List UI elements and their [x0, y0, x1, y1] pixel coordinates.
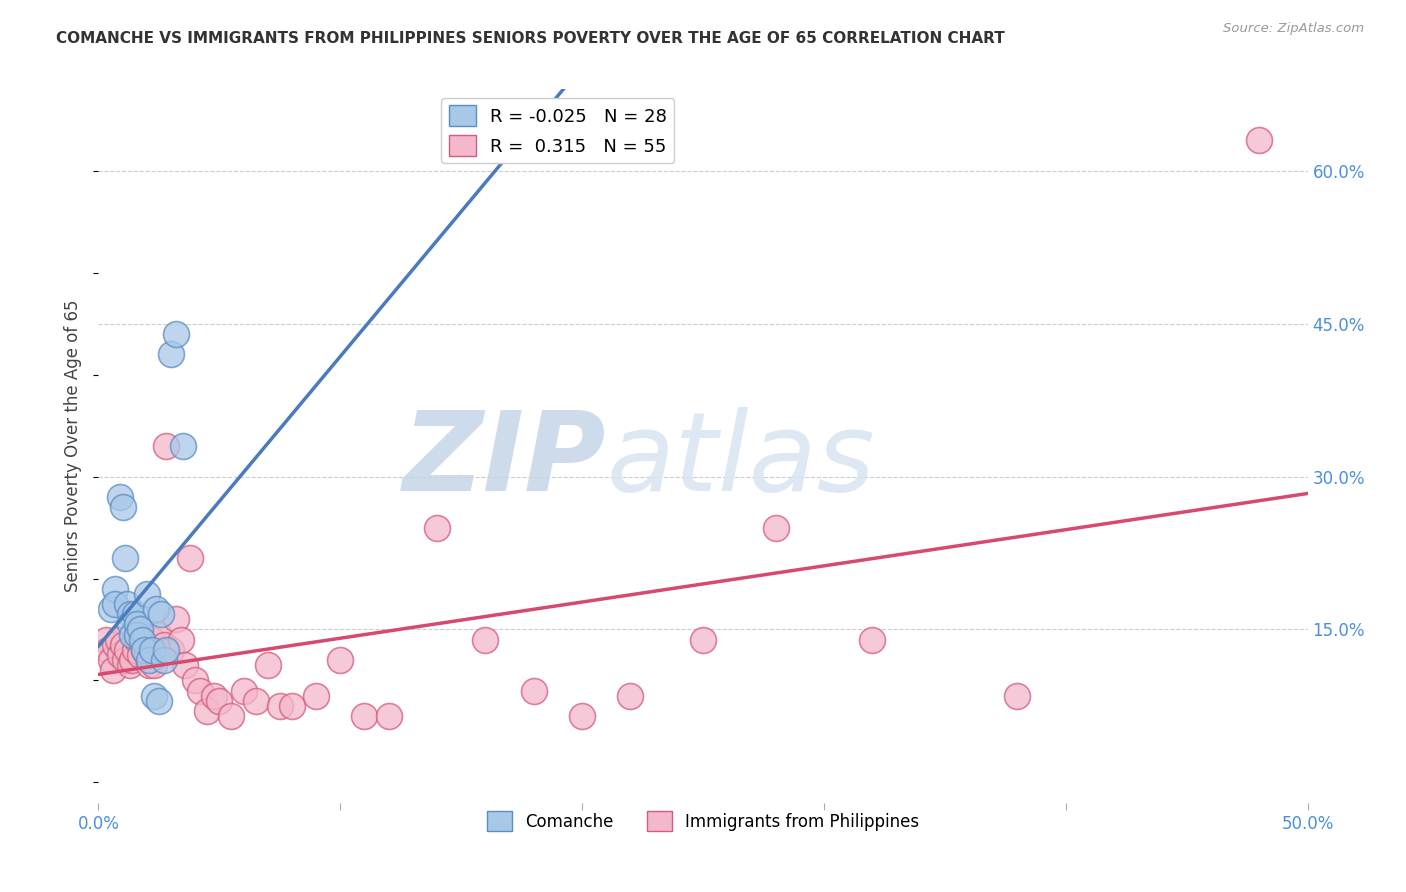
Point — [221, 709, 243, 723]
Point — [377, 709, 399, 723]
Point — [232, 683, 254, 698]
Point — [138, 658, 160, 673]
Point — [104, 597, 127, 611]
Point — [150, 607, 173, 622]
Point — [128, 623, 150, 637]
Point — [269, 698, 291, 713]
Point — [128, 648, 150, 662]
Point — [124, 643, 146, 657]
Text: ZIP: ZIP — [402, 407, 606, 514]
Point — [188, 683, 211, 698]
Point — [160, 643, 183, 657]
Point — [118, 607, 141, 622]
Point — [101, 663, 124, 677]
Point — [204, 689, 226, 703]
Point — [94, 632, 117, 647]
Point — [143, 689, 166, 703]
Point — [353, 709, 375, 723]
Point — [174, 658, 197, 673]
Point — [172, 439, 194, 453]
Point — [165, 612, 187, 626]
Point — [474, 632, 496, 647]
Point — [143, 658, 166, 673]
Point — [100, 653, 122, 667]
Point — [111, 638, 134, 652]
Text: Source: ZipAtlas.com: Source: ZipAtlas.com — [1223, 22, 1364, 36]
Point — [107, 632, 129, 647]
Point — [135, 648, 157, 662]
Point — [256, 658, 278, 673]
Point — [165, 326, 187, 341]
Text: COMANCHE VS IMMIGRANTS FROM PHILIPPINES SENIORS POVERTY OVER THE AGE OF 65 CORRE: COMANCHE VS IMMIGRANTS FROM PHILIPPINES … — [56, 31, 1005, 46]
Point — [138, 653, 160, 667]
Point — [184, 673, 207, 688]
Point — [245, 694, 267, 708]
Point — [860, 632, 883, 647]
Point — [100, 602, 122, 616]
Point — [134, 643, 156, 657]
Legend: Comanche, Immigrants from Philippines: Comanche, Immigrants from Philippines — [479, 805, 927, 838]
Point — [127, 617, 149, 632]
Point — [121, 653, 143, 667]
Point — [169, 632, 191, 647]
Point — [118, 617, 141, 632]
Point — [114, 551, 136, 566]
Point — [117, 643, 139, 657]
Point — [145, 602, 167, 616]
Point — [305, 689, 328, 703]
Point — [108, 490, 131, 504]
Text: atlas: atlas — [606, 407, 875, 514]
Point — [179, 551, 201, 566]
Y-axis label: Seniors Poverty Over the Age of 65: Seniors Poverty Over the Age of 65 — [65, 300, 83, 592]
Point — [131, 627, 153, 641]
Point — [117, 597, 139, 611]
Point — [329, 653, 352, 667]
Point — [97, 643, 120, 657]
Point — [208, 694, 231, 708]
Point — [111, 500, 134, 515]
Point — [692, 632, 714, 647]
Point — [127, 632, 149, 647]
Point — [155, 439, 177, 453]
Point — [152, 653, 174, 667]
Point — [145, 648, 167, 662]
Point — [135, 587, 157, 601]
Point — [426, 520, 449, 534]
Point — [619, 689, 641, 703]
Point — [118, 658, 141, 673]
Point — [141, 632, 163, 647]
Point — [155, 643, 177, 657]
Point — [148, 627, 170, 641]
Point — [131, 632, 153, 647]
Point — [148, 694, 170, 708]
Point — [114, 653, 136, 667]
Point — [571, 709, 593, 723]
Point — [104, 638, 127, 652]
Point — [1249, 133, 1271, 147]
Point — [195, 704, 218, 718]
Point — [523, 683, 546, 698]
Point — [281, 698, 304, 713]
Point — [141, 643, 163, 657]
Point — [1007, 689, 1029, 703]
Point — [124, 607, 146, 622]
Point — [121, 627, 143, 641]
Point — [134, 643, 156, 657]
Point — [104, 582, 127, 596]
Point — [152, 638, 174, 652]
Point — [160, 347, 183, 361]
Point — [108, 648, 131, 662]
Point — [765, 520, 787, 534]
Point — [127, 627, 149, 641]
